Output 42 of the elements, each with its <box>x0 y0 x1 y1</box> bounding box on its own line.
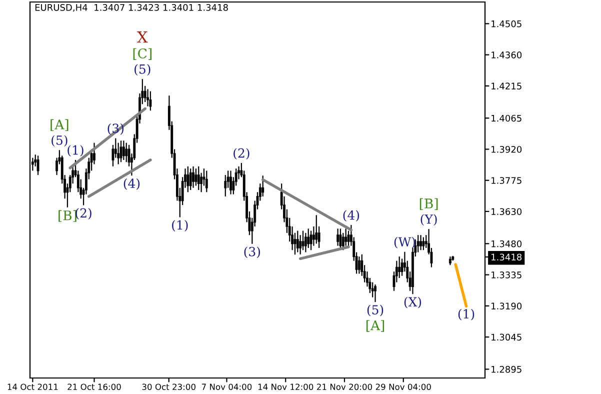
y-tick-label: 1.3418 <box>492 254 522 261</box>
y-tick-label: 1.3190 <box>492 302 522 310</box>
y-tick-label: 1.3630 <box>492 208 522 216</box>
annotation: (1) <box>68 145 84 157</box>
annotation: (W) <box>394 236 416 248</box>
x-tick-label: 29 Nov 04:00 <box>376 384 431 390</box>
y-tick-label: 1.4505 <box>492 20 522 28</box>
x-tick-label: 7 Nov 04:00 <box>202 384 252 390</box>
annotation: (1) <box>458 308 474 320</box>
annotation: (2) <box>76 208 92 220</box>
y-tick-label: 1.4065 <box>492 114 522 122</box>
x-tick-label: 14 Nov 12:00 <box>258 384 314 390</box>
annotation: (2) <box>234 148 250 160</box>
y-tick-label: 1.4215 <box>492 82 522 90</box>
y-tick-label: 1.3480 <box>492 240 522 248</box>
annotation: [A] <box>50 119 68 132</box>
y-tick-label: 1.3775 <box>492 177 522 184</box>
annotation: (3) <box>244 246 260 258</box>
x-tick-label: 21 Oct 16:00 <box>68 384 121 390</box>
x-tick-label: 30 Oct 23:00 <box>142 384 196 390</box>
y-tick-label: 1.3045 <box>492 334 522 341</box>
annotation: (Y) <box>420 214 437 226</box>
annotation: [B] <box>58 210 76 222</box>
annotation: (5) <box>52 135 68 147</box>
annotation: (5) <box>134 64 150 76</box>
annotation: [C] <box>133 48 152 60</box>
annotation: (4) <box>124 178 140 190</box>
annotation: (1) <box>172 220 188 232</box>
y-tick-label: 1.4360 <box>492 52 522 58</box>
annotation: (4) <box>343 210 360 222</box>
annotation: [A] <box>366 320 384 332</box>
annotation: (X) <box>404 296 422 308</box>
y-tick-label: 1.2895 <box>492 366 522 373</box>
y-tick-label: 1.3920 <box>492 146 522 153</box>
y-tick-label: 1.3335 <box>492 272 522 278</box>
annotation: X <box>137 31 148 43</box>
annotation: (5) <box>367 304 384 316</box>
annotation: [B] <box>420 198 438 210</box>
line-series <box>454 263 468 308</box>
x-tick-label: 21 Nov 20:00 <box>317 384 372 390</box>
x-tick-label: 14 Oct 2011 <box>8 384 58 390</box>
chart-title: EURUSD,H4 1.3407 1.3423 1.3401 1.3418 <box>35 4 228 12</box>
